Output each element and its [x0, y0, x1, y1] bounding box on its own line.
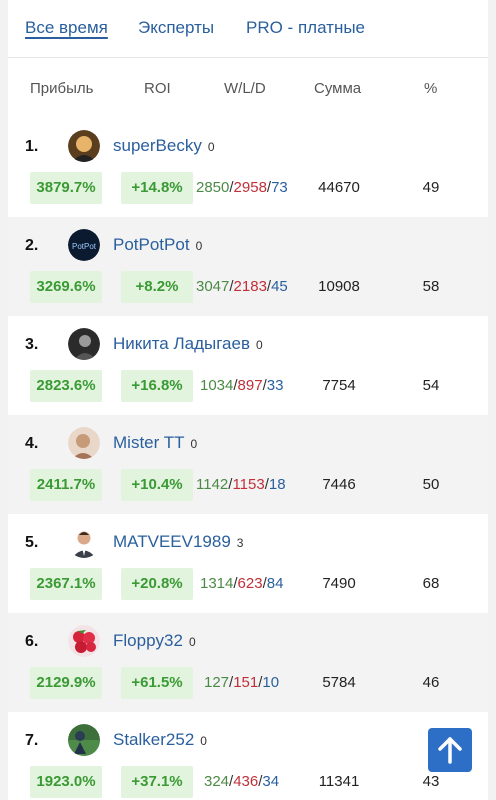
sum-value: 7490 [322, 575, 356, 592]
rank: 2. [25, 237, 39, 254]
avatar[interactable] [68, 526, 100, 558]
table-header: Прибыль ROI W/L/D Сумма % [8, 58, 488, 118]
percent-value: 68 [422, 575, 440, 592]
roi-badge: +8.2% [121, 271, 193, 303]
profit-badge: 2411.7% [30, 469, 102, 501]
roi-badge: +20.8% [121, 568, 193, 600]
wld-value: 2850/2958/73 [196, 179, 288, 196]
table-row[interactable]: 4. Mister TT 0 2411.7% +10.4% 1142/1153/1… [8, 415, 488, 514]
avatar[interactable] [68, 328, 100, 360]
sum-value: 7446 [322, 476, 356, 493]
profit-badge: 3879.7% [30, 172, 102, 204]
rank: 6. [25, 633, 39, 650]
sum-value: 10908 [318, 278, 360, 295]
avatar[interactable] [68, 625, 100, 657]
user-name-link[interactable]: Floppy32 0 [113, 631, 196, 650]
sum-value: 7754 [322, 377, 356, 394]
table-row[interactable]: 6. Floppy32 0 2129.9% +61.5% 127/151/10 5… [8, 613, 488, 712]
table-row[interactable]: 1. superBecky 0 3879.7% +14.8% 2850/2958/… [8, 118, 488, 217]
table-row[interactable]: 2. PotPot PotPotPot 0 3269.6% +8.2% 3047/… [8, 217, 488, 316]
roi-badge: +37.1% [121, 766, 193, 798]
profit-badge: 2367.1% [30, 568, 102, 600]
rank: 3. [25, 336, 39, 353]
user-count: 0 [195, 239, 203, 253]
column-profit[interactable]: Прибыль [30, 80, 94, 97]
wld-value: 1142/1153/18 [196, 476, 286, 493]
user-name-link[interactable]: MATVEEV1989 3 [113, 532, 244, 551]
table-row[interactable]: 3. Никита Ладыгаев 0 2823.6% +16.8% 1034/… [8, 316, 488, 415]
percent-value: 58 [422, 278, 440, 295]
table-row[interactable]: 7. Stalker252 0 1923.0% +37.1% 324/436/34… [8, 712, 488, 800]
roi-badge: +61.5% [121, 667, 193, 699]
wld-value: 324/436/34 [204, 773, 280, 790]
percent-value: 46 [422, 674, 440, 691]
avatar[interactable] [68, 427, 100, 459]
user-count: 3 [236, 536, 244, 550]
column-sum[interactable]: Сумма [314, 80, 362, 97]
profit-badge: 1923.0% [30, 766, 102, 798]
percent-value: 50 [422, 476, 440, 493]
user-count: 0 [200, 734, 207, 748]
user-count: 0 [256, 338, 263, 352]
user-name-link[interactable]: Mister TT 0 [113, 433, 198, 452]
wld-value: 3047/2183/45 [196, 278, 288, 295]
roi-badge: +14.8% [121, 172, 193, 204]
svg-text:PotPot: PotPot [72, 242, 97, 251]
sum-value: 5784 [322, 674, 356, 691]
column-wld[interactable]: W/L/D [224, 80, 266, 97]
percent-value: 49 [422, 179, 440, 196]
avatar[interactable]: PotPot [68, 229, 100, 261]
profit-badge: 2129.9% [30, 667, 102, 699]
tab-all-time[interactable]: Все время [25, 18, 108, 37]
table-row[interactable]: 5. MATVEEV1989 3 2367.1% +20.8% 1314/623/… [8, 514, 488, 613]
user-name-link[interactable]: Никита Ладыгаев 0 [113, 334, 263, 353]
rank: 7. [25, 732, 39, 749]
avatar[interactable] [68, 130, 100, 162]
user-name-link[interactable]: PotPotPot 0 [113, 235, 203, 254]
user-name-link[interactable]: superBecky 0 [113, 136, 215, 155]
roi-badge: +10.4% [121, 469, 193, 501]
user-count: 0 [207, 140, 215, 154]
scroll-top-button[interactable] [428, 728, 472, 772]
rank: 5. [25, 534, 39, 551]
filter-tabs: Все время Эксперты PRO - платные [8, 0, 488, 58]
sum-value: 11341 [318, 773, 360, 790]
profit-badge: 3269.6% [30, 271, 102, 303]
arrow-up-icon [438, 737, 462, 764]
sum-value: 44670 [318, 179, 360, 196]
percent-value: 43 [422, 773, 440, 790]
user-count: 0 [190, 437, 198, 451]
avatar[interactable] [68, 724, 100, 756]
wld-value: 127/151/10 [204, 674, 280, 691]
column-percent[interactable]: % [424, 80, 438, 97]
user-name-link[interactable]: Stalker252 0 [113, 730, 207, 749]
column-roi[interactable]: ROI [144, 80, 171, 97]
tab-pro-paid[interactable]: PRO - платные [246, 18, 365, 37]
rank: 4. [25, 435, 39, 452]
tab-experts[interactable]: Эксперты [138, 18, 215, 37]
wld-value: 1314/623/84 [200, 575, 284, 592]
percent-value: 54 [422, 377, 440, 394]
profit-badge: 2823.6% [30, 370, 102, 402]
user-count: 0 [188, 635, 196, 649]
rank: 1. [25, 138, 39, 155]
roi-badge: +16.8% [121, 370, 193, 402]
wld-value: 1034/897/33 [200, 377, 284, 394]
